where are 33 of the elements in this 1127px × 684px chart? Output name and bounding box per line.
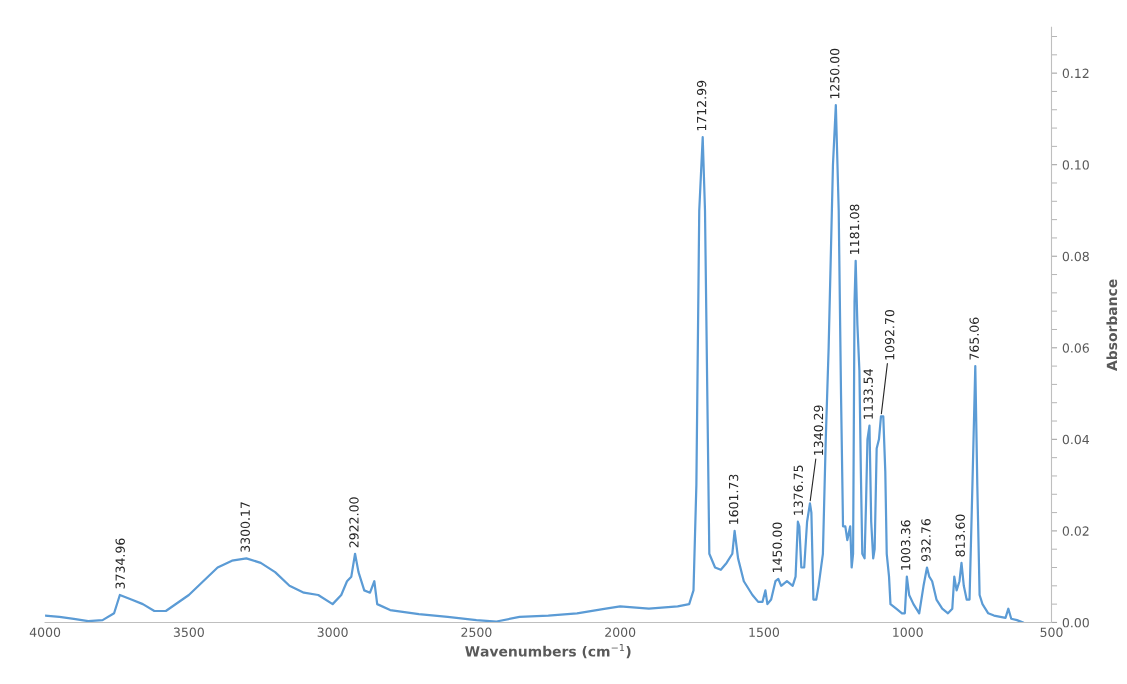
x-tick-label: 2000 <box>605 627 636 637</box>
x-tick-label: 4000 <box>29 627 61 637</box>
annotation: 2922.00 <box>349 497 359 548</box>
y-tick-label: 0.12 <box>1062 68 1089 79</box>
annotation: 3300.17 <box>240 502 250 552</box>
y-axis-title: Absorbance <box>1106 279 1118 371</box>
annotation: 1250.00 <box>830 48 840 99</box>
x-tick-label: 3000 <box>317 627 348 637</box>
x-tick-label: 3500 <box>173 627 204 637</box>
annotation: 3734.96 <box>115 538 125 589</box>
annotation: 1181.08 <box>849 204 860 254</box>
y-tick-label: 0.10 <box>1062 160 1089 170</box>
annotation: 1133.54 <box>863 369 873 419</box>
annotation: 1450.00 <box>772 522 782 573</box>
x-tick-label: 1500 <box>749 627 780 637</box>
y-tick-label: 0.00 <box>1062 617 1089 628</box>
annotation: 1092.70 <box>884 310 895 360</box>
annotation: 813.60 <box>955 514 965 557</box>
y-tick-label: 0.06 <box>1062 343 1089 353</box>
annotation: 1340.29 <box>813 405 824 455</box>
annotation: 932.76 <box>921 519 931 562</box>
annotation: 1376.75 <box>793 465 804 515</box>
x-tick-label: 500 <box>1040 627 1063 637</box>
y-tick-label: 0.04 <box>1062 434 1090 445</box>
x-tick-label: 2500 <box>461 627 492 637</box>
x-tick-label: 1000 <box>893 627 923 637</box>
annotation: 1601.73 <box>728 474 739 524</box>
y-tick-label: 0.08 <box>1062 251 1089 262</box>
y-tick-label: 0.02 <box>1062 526 1089 536</box>
annotation: 765.06 <box>969 317 979 360</box>
x-axis-title: Wavenumbers (cm$^{−1}$) <box>465 644 631 659</box>
annotation: 1712.99 <box>696 80 707 131</box>
annotation: 1003.36 <box>900 520 911 570</box>
